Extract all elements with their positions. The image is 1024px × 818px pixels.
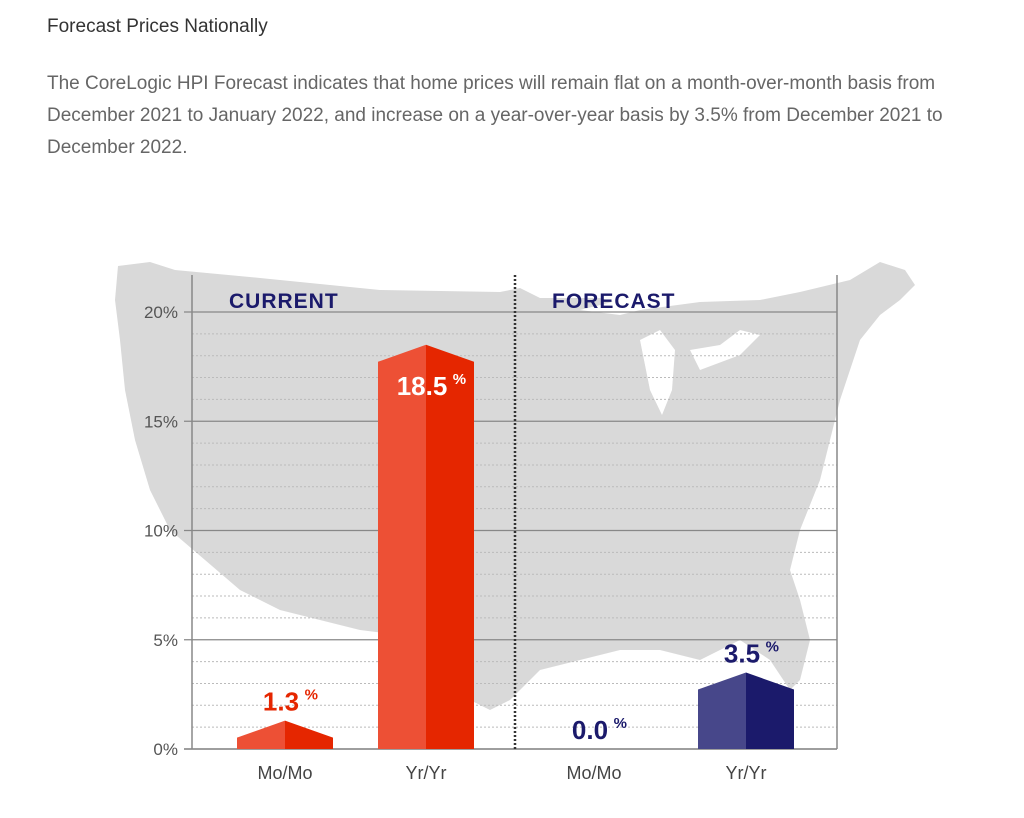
y-tick-label: 10% [144,522,178,541]
hpi-chart: 0% 5% 10% 15% 20% CURRENT 1.3% Mo/Mo 18.5% Yr/Yr… [0,240,1024,800]
bar-current-yr-yr-left [378,344,426,749]
y-tick-label: 15% [144,412,178,431]
data-label-percent: % [305,687,318,704]
bar-current-yr-yr-right [426,344,474,749]
x-tick-label: Yr/Yr [725,763,766,783]
chart-svg: 0% 5% 10% 15% 20% CURRENT 1.3 % Mo/Mo 18.5 % Yr/Yr… [115,262,915,783]
x-tick-label: Mo/Mo [257,763,312,783]
bar-forecast-yr-yr-left [698,672,746,749]
section-paragraph: The CoreLogic HPI Forecast indicates tha… [47,73,943,158]
us-map-shape [115,262,915,710]
y-tick-label: 0% [153,740,178,759]
bar-current-mo-mo-left [237,720,285,749]
data-label-percent: % [614,715,627,732]
x-tick-label: Yr/Yr [405,763,446,783]
bars [237,344,794,749]
labels: CURRENT 1.3 % Mo/Mo 18.5 % Yr/Yr FORECAST 0.0 % Mo… [229,290,779,783]
data-label: 1.3 [263,687,299,717]
group-label-current: CURRENT [229,290,339,313]
bar-current-mo-mo-right [285,720,333,749]
y-tick-label: 5% [153,631,178,650]
us-map-background [115,262,915,710]
lake-erie [690,330,760,370]
y-tick-label: 20% [144,303,178,322]
bar-forecast-yr-yr-right [746,672,794,749]
lake-superior [580,295,660,315]
data-label: 3.5 [724,639,760,669]
section-heading: Forecast Prices Nationally [47,16,268,37]
data-label: 0.0 [572,715,608,745]
lake-michigan [640,330,675,415]
x-tick-label: Mo/Mo [566,763,621,783]
data-label-percent: % [453,371,466,388]
group-label-forecast: FORECAST [552,290,676,313]
data-label-percent: % [766,639,779,656]
data-label: 18.5 [397,371,448,401]
